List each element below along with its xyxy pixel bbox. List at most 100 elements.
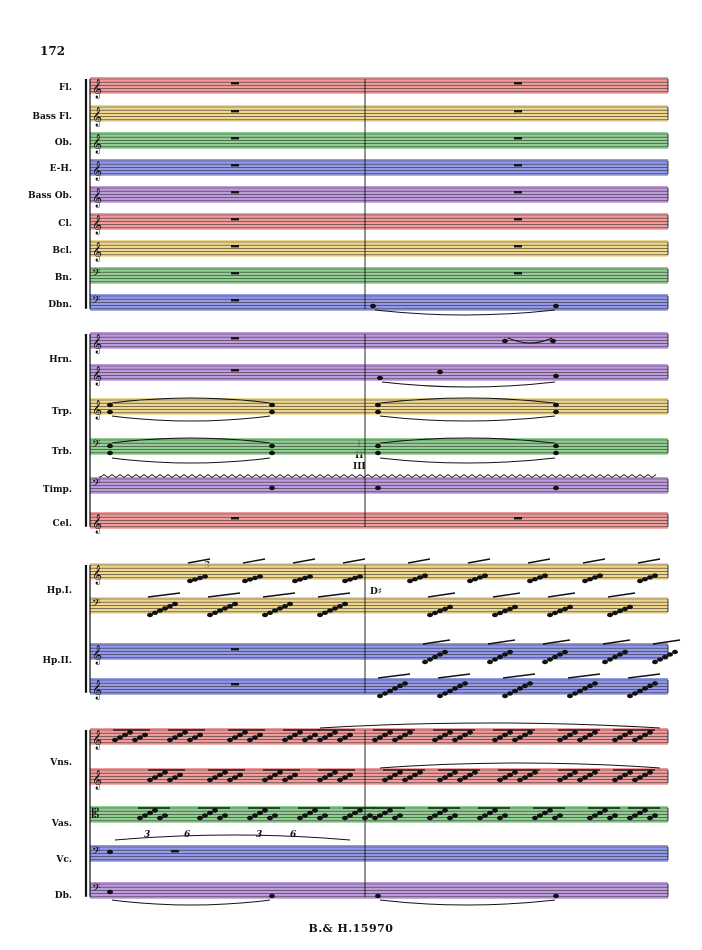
string-note	[437, 735, 443, 740]
harp-note	[497, 654, 503, 660]
string-note	[272, 772, 278, 778]
string-note	[637, 810, 643, 816]
string-note	[397, 735, 403, 740]
harp-note	[587, 683, 593, 689]
string-note	[387, 808, 393, 813]
string-note	[147, 810, 153, 816]
string-note	[517, 735, 523, 740]
string-note	[557, 813, 563, 818]
string-note	[307, 810, 313, 816]
treble-clef-icon: 𝄞	[92, 514, 102, 534]
label-hrn: Hrn.	[49, 355, 72, 365]
string-note	[462, 732, 468, 738]
string-note	[367, 813, 373, 818]
label-cel: Cel.	[52, 519, 72, 529]
string-note	[277, 770, 283, 775]
beam	[487, 639, 516, 645]
harp-note	[307, 574, 313, 579]
treble-clef-icon: 𝄞	[92, 565, 102, 585]
treble-clef-icon: 𝄞	[92, 161, 102, 181]
string-note	[122, 732, 128, 738]
string-note	[622, 732, 628, 738]
string-note	[382, 810, 388, 816]
string-note	[502, 775, 508, 780]
treble-clef-icon: 𝄞	[92, 79, 102, 99]
beam	[207, 592, 241, 598]
string-note	[637, 735, 643, 740]
string-note	[317, 737, 323, 743]
string-note	[432, 737, 438, 743]
harp-note	[432, 654, 438, 660]
string-note	[617, 735, 623, 740]
string-note	[612, 737, 618, 743]
note-head	[269, 409, 275, 415]
harp-note	[342, 578, 348, 584]
label-cl: Cl.	[58, 219, 72, 229]
harp-note	[542, 573, 548, 578]
alto-clef-icon: 𝄡	[92, 806, 99, 822]
harp-note	[187, 578, 193, 584]
string-note	[547, 808, 553, 813]
beam	[187, 558, 211, 564]
harp-note	[597, 573, 603, 578]
string-note	[257, 732, 263, 738]
harp-note	[212, 610, 218, 615]
string-note	[492, 737, 498, 743]
harp-pedal-marking: D♯	[370, 587, 383, 597]
string-note	[267, 815, 273, 821]
string-note	[532, 770, 538, 775]
harp-note	[557, 608, 563, 614]
harp-note	[322, 610, 328, 615]
note-head	[107, 402, 113, 408]
label-ob: Ob.	[54, 138, 72, 148]
string-note	[587, 815, 593, 821]
whole-rest	[231, 369, 239, 372]
vas-tuplet-6b: 6	[290, 830, 297, 840]
vns-slur-2	[379, 762, 661, 769]
trp-tie-3	[379, 397, 556, 404]
whole-rest	[231, 299, 239, 302]
string-note	[152, 808, 158, 813]
string-note	[557, 777, 563, 783]
label-bass-ob: Bass Ob.	[28, 191, 72, 201]
string-note	[237, 732, 243, 738]
string-note	[287, 775, 293, 780]
string-note	[537, 813, 543, 818]
string-note	[232, 735, 238, 740]
harp-note	[612, 610, 618, 616]
string-note	[447, 772, 453, 778]
harp-note	[437, 693, 443, 699]
string-note	[497, 735, 503, 740]
bass-clef-icon: 𝄢	[92, 439, 100, 454]
treble-clef-icon: 𝄞	[92, 730, 102, 750]
db-tie	[111, 899, 271, 906]
harp-note	[547, 612, 553, 618]
note-head	[375, 409, 381, 415]
string-note	[637, 775, 643, 780]
trb-tie-2	[111, 457, 271, 464]
timp-roll	[99, 474, 657, 479]
label-dbn: Dbn.	[48, 300, 72, 310]
string-note	[562, 735, 568, 740]
harp-note	[232, 601, 238, 607]
harp-note	[572, 691, 578, 696]
beam	[627, 673, 661, 679]
harp-note	[167, 604, 173, 609]
string-note	[232, 775, 238, 780]
string-note	[437, 777, 443, 783]
beam	[502, 673, 536, 679]
harp-note	[617, 608, 623, 614]
harp-note	[562, 606, 568, 612]
string-note	[342, 735, 348, 740]
vas-tuplet-6: 6	[184, 830, 191, 840]
label-vc: Vc.	[56, 855, 72, 865]
label-vns: Vns.	[50, 758, 72, 768]
note-head	[375, 443, 381, 449]
string-note	[627, 815, 633, 821]
harp-note	[477, 575, 483, 580]
note-head	[269, 893, 275, 899]
harp-note	[507, 691, 513, 696]
string-note	[312, 808, 318, 813]
harp-note	[647, 683, 653, 689]
trb-roman-2: II	[355, 451, 364, 461]
